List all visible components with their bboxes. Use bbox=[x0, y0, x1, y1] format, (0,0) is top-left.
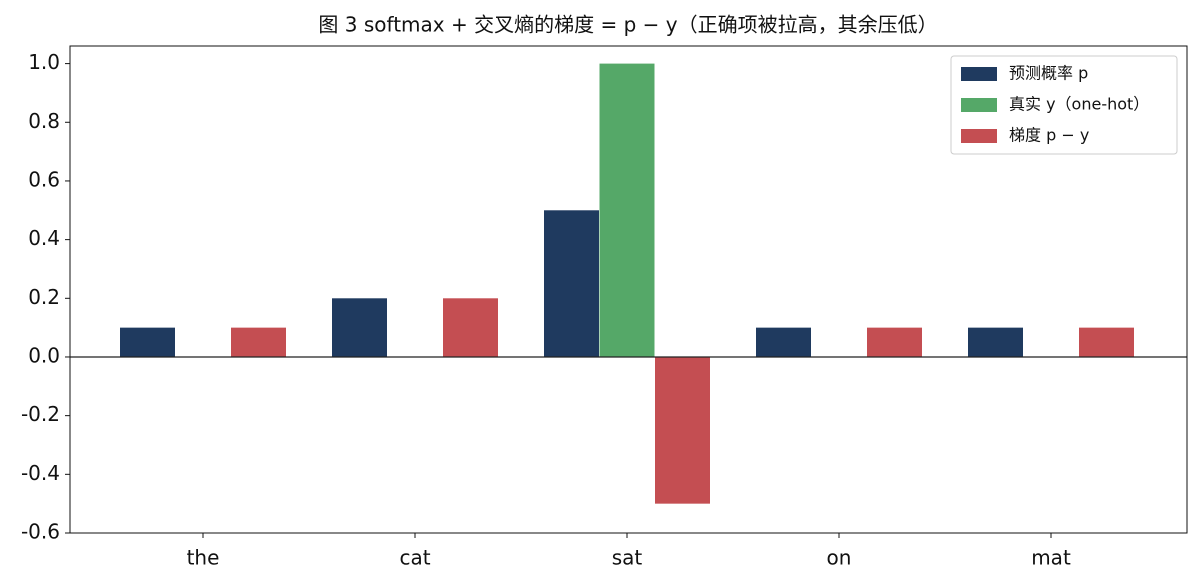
bar bbox=[968, 327, 1023, 357]
x-tick-label: the bbox=[187, 546, 220, 570]
legend-label: 预测概率 p bbox=[1009, 64, 1088, 83]
y-tick-label: 0.0 bbox=[28, 343, 60, 367]
legend-swatch bbox=[961, 129, 997, 143]
legend-box bbox=[950, 55, 1178, 155]
bar bbox=[756, 327, 811, 357]
y-tick-label: 0.4 bbox=[28, 226, 60, 250]
y-tick-label: -0.4 bbox=[21, 461, 60, 485]
x-tick-label: sat bbox=[612, 546, 643, 570]
bar bbox=[544, 210, 599, 357]
x-tick-label: on bbox=[827, 546, 852, 570]
bar bbox=[332, 298, 387, 357]
bar bbox=[867, 327, 922, 357]
chart-title: 图 3 softmax + 交叉熵的梯度 = p − y（正确项被拉高，其余压低… bbox=[318, 13, 937, 37]
y-tick-label: 0.2 bbox=[28, 285, 60, 309]
x-tick-label: cat bbox=[399, 546, 430, 570]
y-tick-label: 0.6 bbox=[28, 167, 60, 191]
bar bbox=[599, 63, 655, 357]
legend-swatch bbox=[961, 67, 997, 81]
bar bbox=[1079, 327, 1134, 357]
y-tick-label: 0.8 bbox=[28, 109, 60, 133]
bar bbox=[443, 298, 498, 357]
y-tick-label: 1.0 bbox=[28, 50, 60, 74]
bar bbox=[120, 327, 175, 357]
legend-swatch bbox=[961, 98, 997, 112]
y-tick-label: -0.2 bbox=[21, 402, 60, 426]
x-tick-label: mat bbox=[1031, 546, 1071, 570]
legend-label: 梯度 p − y bbox=[1009, 126, 1089, 145]
legend-label: 真实 y（one-hot） bbox=[1009, 95, 1149, 114]
y-tick-label: -0.6 bbox=[21, 520, 60, 544]
bar bbox=[655, 356, 710, 504]
bar bbox=[231, 327, 286, 357]
plot-frame bbox=[69, 45, 1188, 534]
